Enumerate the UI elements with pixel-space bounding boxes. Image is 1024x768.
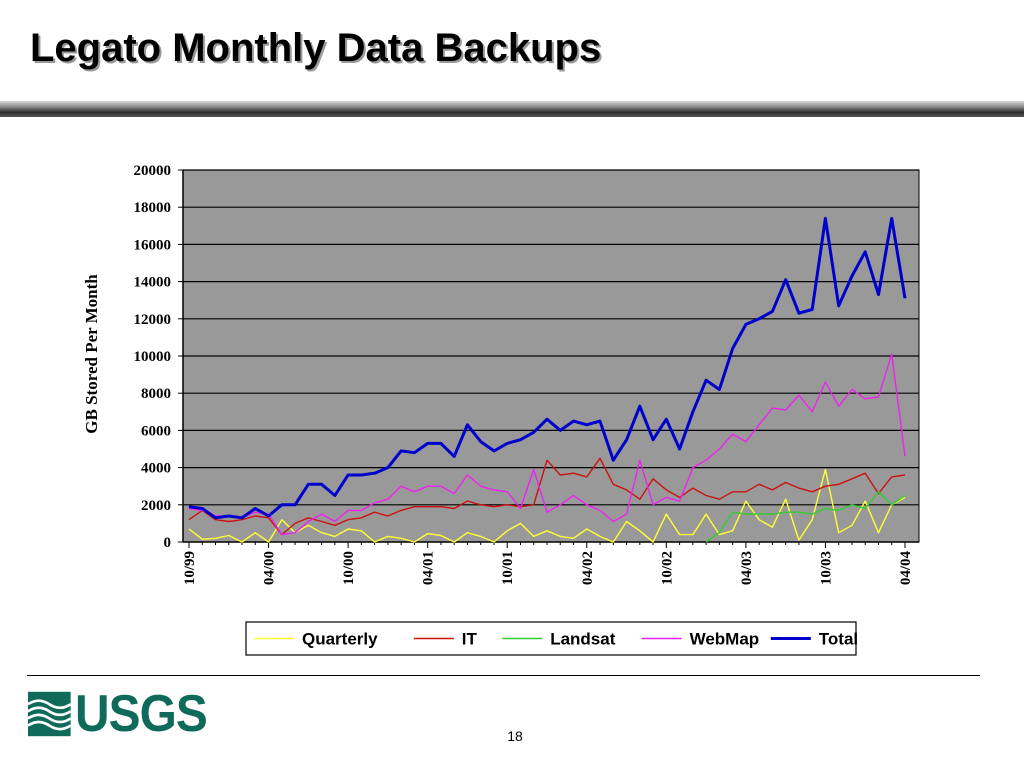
- series-line-quarterly: [188, 468, 906, 543]
- x-tick-label: 10/02: [659, 551, 675, 585]
- y-tick-label: 6000: [141, 423, 171, 439]
- y-tick-label: 8000: [141, 386, 171, 402]
- legend: Quarterly IT Landsat WebMap Total: [245, 621, 858, 656]
- y-tick-label: 20000: [134, 163, 172, 179]
- y-tick-label: 12000: [134, 312, 172, 328]
- x-tick-label: 04/01: [421, 551, 437, 585]
- slide-title: Legato Monthly Data Backups: [30, 26, 602, 70]
- chart: 0 2000 4000 6000 8000 10000 12000 14000 16000 180…: [82, 163, 920, 656]
- x-tick-label: 04/02: [580, 551, 596, 585]
- legend-label-landsat: Landsat: [550, 630, 616, 649]
- x-tick-label: 10/00: [341, 551, 357, 585]
- legend-label-webmap: WebMap: [690, 630, 760, 649]
- legend-box: [245, 621, 857, 656]
- y-tick-label: 14000: [134, 275, 172, 291]
- x-tick-label: 10/99: [182, 551, 198, 585]
- x-tick-label: 04/03: [739, 551, 755, 585]
- legend-label-total: Total: [819, 630, 858, 649]
- y-tick-label: 4000: [141, 461, 171, 477]
- usgs-logo-text: USGS: [74, 685, 208, 743]
- usgs-logo: USGS: [28, 688, 218, 740]
- title-divider: [0, 101, 1024, 117]
- x-tick-label: 10/01: [500, 551, 516, 585]
- series-line-it: [188, 457, 906, 536]
- legend-label-it: IT: [462, 630, 478, 649]
- y-tick-label: 2000: [141, 498, 171, 514]
- usgs-wave-logo-icon: [28, 691, 71, 737]
- y-axis-label: GB Stored Per Month: [82, 274, 101, 434]
- y-tick-label: 16000: [134, 237, 172, 253]
- y-tick-label: 0: [164, 535, 172, 551]
- page-number: 18: [507, 728, 523, 744]
- x-tick-label: 04/04: [898, 551, 914, 586]
- footer-divider: [27, 675, 980, 676]
- y-tick-label: 10000: [134, 349, 172, 365]
- series-line-landsat: [705, 491, 906, 543]
- x-tick-label: 04/00: [262, 551, 278, 585]
- series-line-webmap: [188, 353, 906, 536]
- y-tick-label: 18000: [134, 200, 172, 216]
- legend-label-quarterly: Quarterly: [302, 630, 378, 649]
- x-tick-label: 10/03: [818, 551, 834, 585]
- series-line-total: [188, 216, 907, 520]
